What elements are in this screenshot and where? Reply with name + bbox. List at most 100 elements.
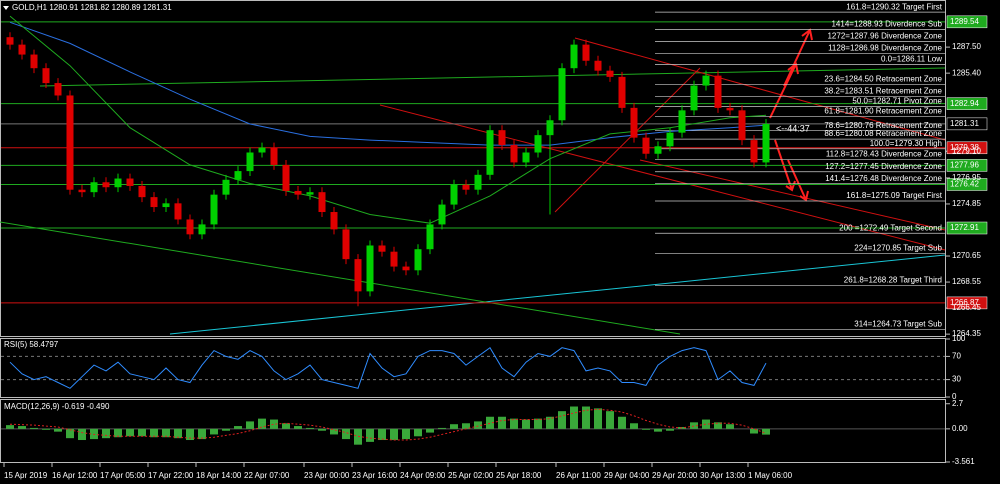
candle-body xyxy=(330,212,338,230)
price-tag-label: 1272.91 xyxy=(950,223,979,232)
y-tick-label: 100 xyxy=(952,334,966,343)
macd-bar xyxy=(294,426,302,429)
macd-bar xyxy=(306,427,314,429)
candle-body xyxy=(570,44,578,69)
x-tick-label: 16 Apr 12:00 xyxy=(52,471,98,480)
macd-bar xyxy=(114,428,122,438)
fib-label: 100.0=1279.30 High xyxy=(870,139,942,148)
candle-body xyxy=(138,185,146,198)
candle-body xyxy=(726,107,734,111)
macd-bar xyxy=(438,427,446,429)
macd-bar xyxy=(750,428,758,434)
candle-body xyxy=(594,60,602,71)
candle-body xyxy=(234,171,242,180)
macd-bar xyxy=(42,428,50,430)
candle-body xyxy=(78,189,86,193)
moving-average xyxy=(9,15,767,224)
candle-body xyxy=(282,164,290,191)
candle-body xyxy=(654,146,662,154)
macd-bar xyxy=(726,424,734,429)
x-tick-label: 29 Apr 04:00 xyxy=(604,471,650,480)
x-tick-label: 25 Apr 18:00 xyxy=(496,471,542,480)
candle-body xyxy=(642,137,650,154)
x-tick-label: 30 Apr 13:00 xyxy=(700,471,746,480)
candle-body xyxy=(354,259,362,292)
price-tag-label: 1266.87 xyxy=(950,298,979,307)
y-tick-label: 1279.10 xyxy=(952,146,981,155)
candle-body xyxy=(618,76,626,108)
fib-label: 78.6=1280.76 Retracement Zone xyxy=(824,121,942,130)
x-tick-label: 25 Apr 02:00 xyxy=(448,471,494,480)
candle-body xyxy=(690,85,698,111)
candle-body xyxy=(666,132,674,147)
macd-bar xyxy=(342,428,350,440)
y-tick-label: 1264.35 xyxy=(952,329,981,338)
y-tick-label: 1287.50 xyxy=(952,42,981,51)
candle-body xyxy=(750,140,758,163)
macd-bar xyxy=(690,422,698,429)
x-tick-label: 29 Apr 20:00 xyxy=(652,471,698,480)
rsi-title: RSI(5) 58.4797 xyxy=(4,340,59,349)
y-tick-label: 0.00 xyxy=(952,424,968,433)
candle-body xyxy=(546,120,554,136)
macd-bar xyxy=(282,423,290,429)
candle-body xyxy=(462,184,470,190)
candle-body xyxy=(738,110,746,141)
candle-body xyxy=(210,194,218,225)
macd-bar xyxy=(222,428,230,431)
candle-body xyxy=(438,204,446,225)
price-tag-label: 1282.94 xyxy=(950,99,979,108)
candle-body xyxy=(318,192,326,213)
price-tag xyxy=(946,97,988,110)
macd-bar xyxy=(210,428,218,435)
macd-bar xyxy=(558,411,566,429)
x-tick-label: 24 Apr 09:00 xyxy=(400,471,446,480)
macd-bar xyxy=(270,419,278,429)
fib-label: 1414=1288.93 Diverdence Sub xyxy=(831,19,942,28)
fib-label: 1272=1287.96 Diverdence Zone xyxy=(827,32,942,41)
candle-body xyxy=(402,266,410,271)
menu-icon xyxy=(3,6,9,10)
candle-body xyxy=(294,190,302,195)
price-tag-label: 1276.42 xyxy=(950,180,979,189)
candle-body xyxy=(486,130,494,175)
candle-body xyxy=(30,54,38,69)
macd-bar xyxy=(18,426,26,429)
fib-label: 224=1270.85 Target Sub xyxy=(854,244,942,253)
macd-bar xyxy=(78,428,86,441)
candle-body xyxy=(246,152,254,172)
candle-body xyxy=(174,203,182,220)
candle-body xyxy=(534,135,542,153)
macd-bar xyxy=(246,421,254,429)
candle-body xyxy=(450,184,458,205)
fib-label: 50.0=1282.71 Pivot Zone xyxy=(852,97,942,106)
candle-body xyxy=(762,123,770,163)
x-tick-label: 17 Apr 22:00 xyxy=(148,471,194,480)
x-tick-label: 26 Apr 11:00 xyxy=(556,471,601,480)
macd-bar xyxy=(162,428,170,438)
macd-bar xyxy=(714,422,722,429)
macd-bar xyxy=(702,419,710,429)
candle-body xyxy=(366,245,374,292)
macd-bar xyxy=(498,416,506,429)
y-tick-label: 1268.55 xyxy=(952,277,981,286)
candle-body xyxy=(378,245,386,252)
macd-bar xyxy=(666,428,674,431)
x-tick-label: 1 May 06:00 xyxy=(748,471,793,480)
price-tag xyxy=(946,221,988,235)
candle-body xyxy=(270,147,278,165)
y-tick-label: -3.561 xyxy=(952,457,975,466)
y-tick-label: 70 xyxy=(952,352,961,361)
price-tag xyxy=(946,159,988,172)
y-tick-label: 1270.65 xyxy=(952,251,981,260)
fib-label: 61.8=1281.90 Retracement Zone xyxy=(824,107,942,116)
fib-label: 127.2=1277.45 Diverdence Zone xyxy=(825,162,942,171)
macd-bar xyxy=(390,428,398,441)
macd-bar xyxy=(474,421,482,429)
macd-bar xyxy=(138,428,146,437)
moving-average xyxy=(9,21,767,146)
macd-bar xyxy=(618,416,626,429)
candle-body xyxy=(54,83,62,96)
